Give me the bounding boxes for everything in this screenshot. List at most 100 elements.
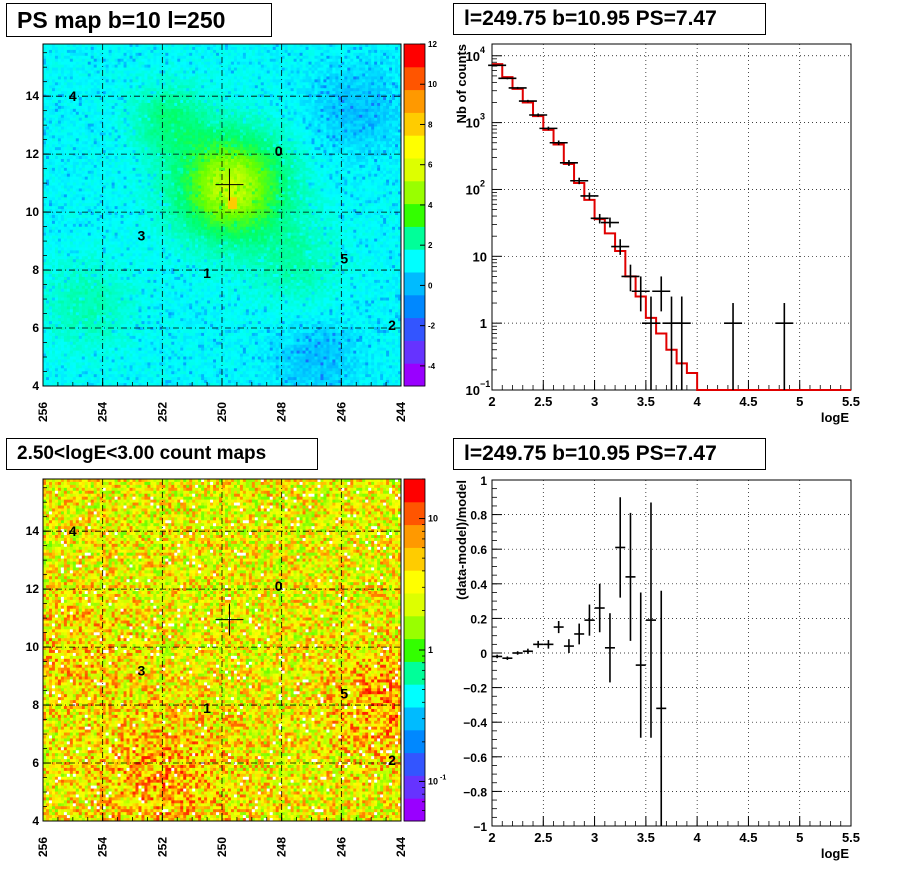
colorbar-band: [404, 798, 425, 821]
map-x-tick-label: 250: [215, 837, 229, 857]
colorbar-band: [404, 775, 425, 798]
count-map-title: 2.50<logE<3.00 count maps: [6, 438, 318, 470]
source-label: 1: [203, 700, 211, 716]
residual-points: [492, 497, 666, 826]
residual-x-tick-label: 2.5: [534, 830, 552, 845]
map-y-tick-label: 12: [26, 147, 40, 161]
residual-x-tick-label: 5: [796, 830, 803, 845]
source-label: 4: [69, 88, 77, 104]
residual-y-tick-label: −0.6: [463, 751, 487, 765]
map-x-tick-label: 252: [155, 837, 169, 857]
residual-y-tick-label: −0.4: [463, 716, 487, 730]
residual-y-tick-label: 0: [480, 647, 487, 661]
spectrum-x-label: logE: [821, 410, 849, 425]
spectrum-y-tick-label: 1: [480, 316, 487, 331]
residual-y-tick-label: 0.2: [470, 612, 487, 626]
source-label: 0: [275, 143, 283, 159]
colorbar-band: [404, 44, 425, 67]
colorbar-band: [404, 204, 425, 227]
spectrum-x-tick-label: 4: [694, 394, 702, 409]
residual-x-tick-label: 4: [694, 830, 702, 845]
map-x-tick-label: 246: [334, 837, 348, 857]
spectrum-x-tick-label: 5: [796, 394, 803, 409]
colorbar-tick-label: 1: [428, 645, 433, 655]
source-label: 4: [69, 523, 77, 539]
colorbar-band: [404, 363, 425, 386]
spectrum-x-tick-label: 2.5: [534, 394, 552, 409]
colorbar-band: [404, 547, 425, 570]
residual-y-tick-label: 1: [480, 474, 487, 488]
residual-x-tick-label: 4.5: [739, 830, 757, 845]
residual-x-label: logE: [821, 846, 849, 861]
residual-y-tick-label: 0.6: [470, 543, 487, 557]
source-label: 5: [340, 685, 348, 701]
residual-frame: [492, 480, 851, 826]
residual-y-tick-label: 0.4: [470, 578, 487, 592]
spectrum-x-tick-label: 3.5: [637, 394, 655, 409]
colorbar-tick-exp: -1: [440, 774, 446, 781]
colorbar-tick-label: 2: [428, 241, 433, 250]
map-y-tick-label: 14: [26, 524, 40, 538]
colorbar-band: [404, 593, 425, 616]
map-y-tick-label: 4: [32, 379, 39, 393]
residual-y-tick-label: −0.2: [463, 682, 487, 696]
map-y-tick-label: 8: [32, 698, 39, 712]
map-x-tick-label: 254: [96, 837, 110, 857]
colorbar-band: [404, 295, 425, 318]
map-y-tick-label: 6: [32, 756, 39, 770]
colorbar-band: [404, 135, 425, 158]
colorbar-band: [404, 730, 425, 753]
residual-x-tick-label: 3: [591, 830, 598, 845]
source-label: 5: [340, 250, 348, 266]
source-label: 0: [275, 578, 283, 594]
residual-y-tick-label: −1: [473, 820, 487, 834]
map-x-tick-label: 250: [215, 402, 229, 422]
colorbar-band: [404, 661, 425, 684]
map-x-tick-label: 256: [36, 402, 50, 422]
source-label: 3: [138, 227, 146, 243]
map-x-tick-label: 244: [394, 402, 408, 422]
colorbar-tick-label: 10: [428, 776, 438, 786]
colorbar-band: [404, 684, 425, 707]
colorbar-band: [404, 753, 425, 776]
map-x-tick-label: 244: [394, 837, 408, 857]
map-x-tick-label: 248: [275, 837, 289, 857]
spectrum-x-tick-label: 2: [488, 394, 495, 409]
map-y-tick-label: 10: [26, 205, 40, 219]
map-y-tick-label: 8: [32, 263, 39, 277]
spectrum-y-tick-label: 10: [466, 182, 480, 197]
ps-map-title: PS map b=10 l=250: [6, 3, 272, 37]
map-y-tick-label: 10: [26, 640, 40, 654]
residual-y-label: (data-model)/model: [454, 480, 469, 600]
residual-x-tick-label: 5.5: [842, 830, 860, 845]
colorbar-band: [404, 570, 425, 593]
colorbar-band: [404, 249, 425, 272]
colorbar-band: [404, 616, 425, 639]
colorbar-tick-label: 4: [428, 201, 433, 210]
map-x-tick-label: 252: [155, 402, 169, 422]
colorbar-tick-label: -4: [428, 362, 436, 371]
source-label: 2: [388, 752, 396, 768]
colorbar-tick-label: -2: [428, 322, 436, 331]
colorbar-band: [404, 479, 425, 502]
map-y-tick-label: 6: [32, 321, 39, 335]
colorbar-band: [404, 90, 425, 113]
colorbar-band: [404, 525, 425, 548]
residual-x-tick-label: 3.5: [637, 830, 655, 845]
spectrum-y-tick-label: 10: [466, 383, 480, 398]
colorbar-band: [404, 272, 425, 295]
residual-y-tick-label: 0.8: [470, 509, 487, 523]
map-x-tick-label: 246: [334, 402, 348, 422]
colorbar-band: [404, 158, 425, 181]
spectrum-y-tick-label: 10: [473, 249, 487, 264]
colorbar-band: [404, 502, 425, 525]
spectrum-x-tick-label: 4.5: [739, 394, 757, 409]
colorbar-tick-label: 8: [428, 120, 433, 129]
map-y-tick-label: 14: [26, 89, 40, 103]
